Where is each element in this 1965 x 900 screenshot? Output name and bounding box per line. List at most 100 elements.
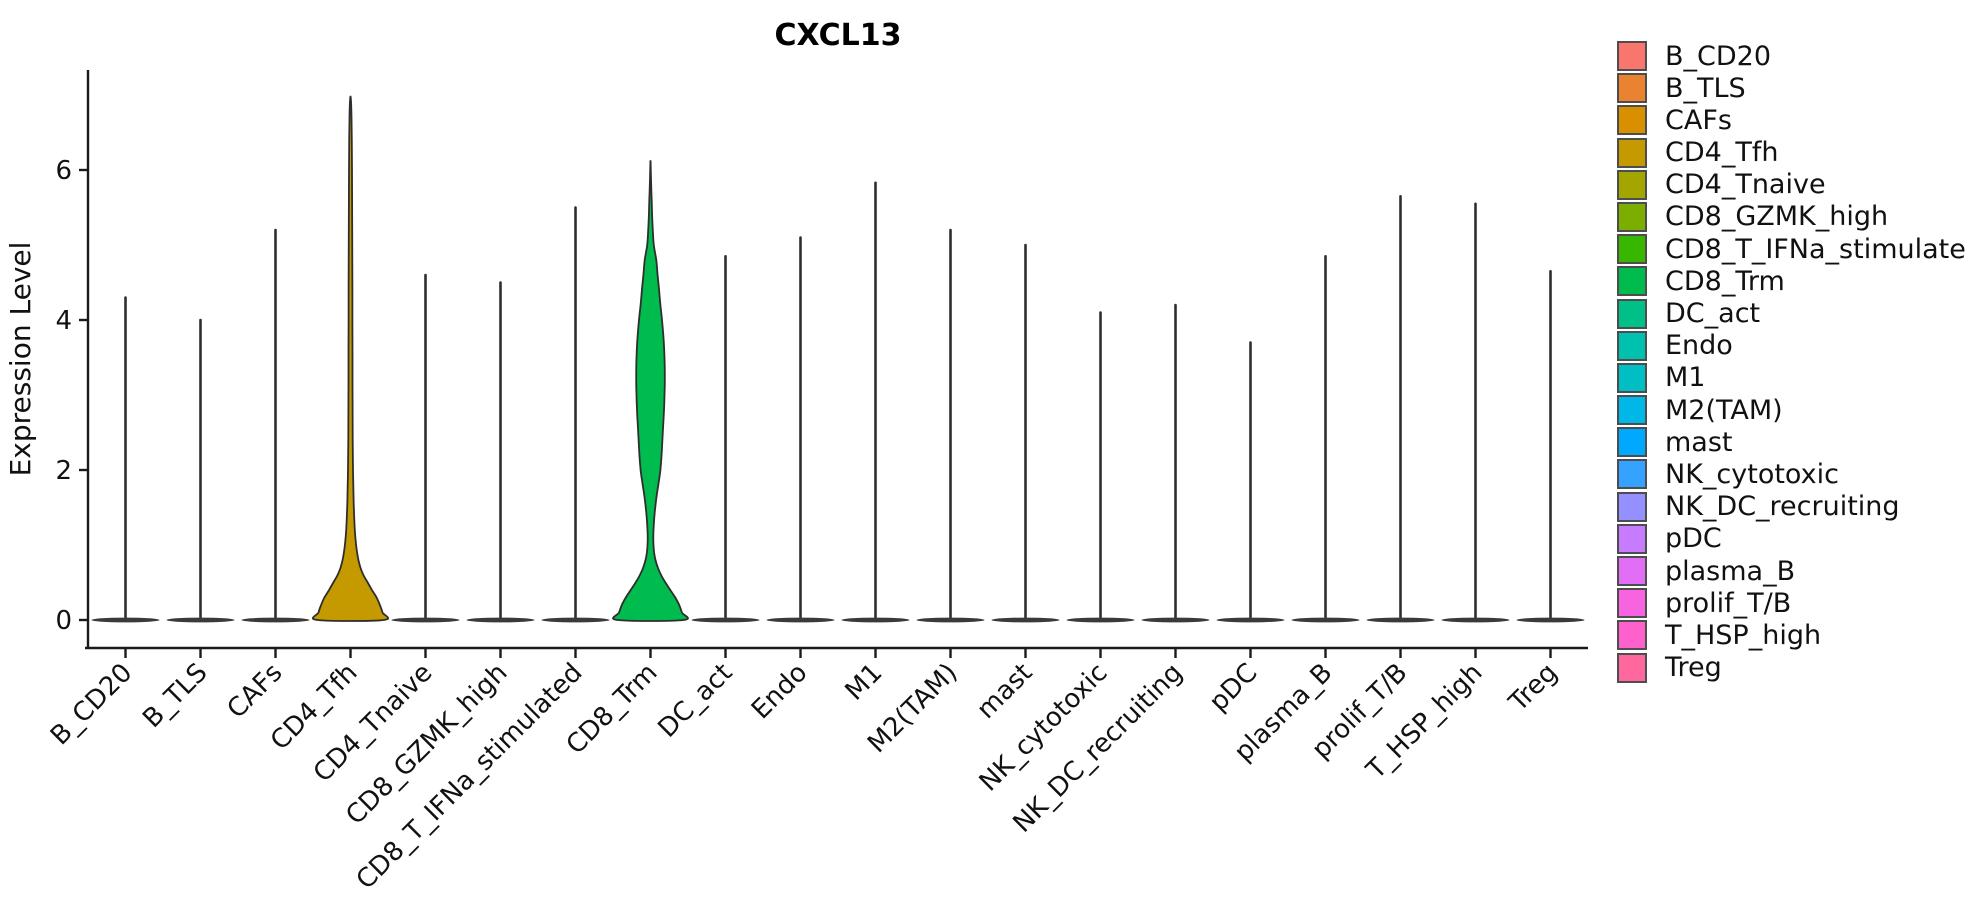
legend-label: CD8_T_IFNa_stimulated	[1665, 233, 1965, 265]
legend-label: M1	[1665, 362, 1706, 394]
y-axis-title: Expression Level	[4, 242, 37, 477]
violin-zero-mass-plasma-b	[1291, 617, 1360, 623]
legend-swatch-icon	[1617, 105, 1647, 136]
legend-swatch-icon	[1617, 266, 1647, 297]
legend-item-endo: Endo	[1617, 330, 1965, 362]
legend-label: M2(TAM)	[1665, 394, 1783, 426]
legend-item-dc-act: DC_act	[1617, 298, 1965, 329]
violin-zero-mass-t-hsp-high	[1441, 617, 1510, 623]
legend-item-cd4-tnaive: CD4_Tnaive	[1617, 169, 1965, 201]
violin-zero-mass-pdc	[1216, 617, 1285, 623]
x-tick-label: DC_act	[652, 658, 738, 744]
y-tick-label: 4	[55, 306, 72, 336]
violin-cd4-tfh	[312, 95, 389, 622]
violin-zero-mass-cd8-t-ifna-stimulated	[541, 617, 610, 623]
violin-zero-mass-cafs	[241, 617, 310, 623]
legend-item-cafs: CAFs	[1617, 104, 1965, 136]
legend-label: CAFs	[1665, 104, 1732, 136]
legend-item-treg: Treg	[1617, 652, 1965, 684]
violin-zero-mass-nk-cytotoxic	[1066, 617, 1135, 623]
x-tick-label: CAFs	[222, 658, 289, 725]
legend-label: mast	[1665, 426, 1733, 458]
legend-swatch-icon	[1617, 459, 1647, 490]
legend-swatch-icon	[1617, 41, 1647, 71]
legend-item-cd4-tfh: CD4_Tfh	[1617, 137, 1965, 169]
legend-label: CD8_Trm	[1665, 265, 1785, 297]
legend-swatch-icon	[1617, 652, 1647, 683]
violin-zero-mass-cd4-tnaive	[391, 617, 460, 623]
legend-item-m2-tam-: M2(TAM)	[1617, 394, 1965, 426]
violin-zero-mass-prolif-t-b	[1366, 617, 1435, 623]
legend-item-m1: M1	[1617, 362, 1965, 394]
violin-zero-mass-m2-tam-	[916, 617, 985, 623]
legend-swatch-icon	[1617, 137, 1647, 168]
violin-zero-mass-nk-dc-recruiting	[1141, 617, 1210, 623]
legend-swatch-icon	[1617, 73, 1647, 104]
legend-label: CD4_Tnaive	[1665, 169, 1826, 201]
x-tick-label: NK_cytotoxic	[974, 658, 1114, 798]
violin-zero-mass-b-cd20	[91, 617, 160, 623]
violin-zero-mass-endo	[766, 617, 835, 623]
legend-swatch-icon	[1617, 491, 1647, 522]
legend-swatch-icon	[1617, 427, 1647, 458]
y-tick-label: 2	[55, 456, 72, 486]
violin-zero-mass-treg	[1516, 617, 1585, 623]
legend-label: Endo	[1665, 330, 1733, 362]
x-tick-label: Treg	[1503, 658, 1564, 719]
legend-swatch-icon	[1617, 556, 1647, 586]
legend-label: T_HSP_high	[1665, 619, 1822, 651]
x-tick-label: pDC	[1204, 658, 1264, 718]
legend-item-nk-cytotoxic: NK_cytotoxic	[1617, 458, 1965, 490]
legend-swatch-icon	[1617, 234, 1647, 265]
violin-zero-mass-mast	[991, 617, 1060, 623]
legend-label: B_TLS	[1665, 72, 1746, 104]
legend-label: CD8_GZMK_high	[1665, 201, 1889, 233]
legend-label: B_CD20	[1665, 40, 1772, 72]
legend-item-b-cd20: B_CD20	[1617, 41, 1965, 71]
x-tick-label: mast	[971, 658, 1038, 725]
legend-label: Treg	[1665, 652, 1722, 684]
legend-item-prolif-t-b: prolif_T/B	[1617, 587, 1965, 619]
legend-item-t-hsp-high: T_HSP_high	[1617, 619, 1965, 651]
legend-label: NK_DC_recruiting	[1665, 491, 1900, 523]
legend: B_CD20 B_TLS CAFs CD4_Tfh CD4_Tnaive CD8_GZMK…	[1617, 41, 1965, 683]
violin-zero-mass-dc-act	[691, 617, 760, 623]
legend-item-pdc: pDC	[1617, 523, 1965, 555]
legend-item-cd8-trm: CD8_Trm	[1617, 265, 1965, 297]
x-tick-label: B_TLS	[137, 658, 213, 734]
legend-swatch-icon	[1617, 362, 1647, 393]
violin-zero-mass-cd8-gzmk-high	[466, 617, 535, 623]
legend-item-plasma-b: plasma_B	[1617, 556, 1965, 586]
legend-swatch-icon	[1617, 169, 1647, 200]
legend-swatch-icon	[1617, 298, 1647, 329]
legend-label: plasma_B	[1665, 555, 1796, 587]
legend-swatch-icon	[1617, 588, 1647, 619]
legend-item-nk-dc-recruiting: NK_DC_recruiting	[1617, 491, 1965, 523]
legend-label: prolif_T/B	[1665, 587, 1792, 619]
legend-swatch-icon	[1617, 395, 1647, 426]
violin-zero-mass-m1	[841, 617, 910, 623]
legend-label: CD4_Tfh	[1665, 137, 1779, 169]
legend-item-b-tls: B_TLS	[1617, 72, 1965, 104]
legend-label: DC_act	[1665, 298, 1761, 329]
x-tick-label: B_CD20	[45, 658, 138, 751]
legend-swatch-icon	[1617, 523, 1647, 554]
legend-item-cd8-t-ifna-stimulated: CD8_T_IFNa_stimulated	[1617, 233, 1965, 265]
legend-label: NK_cytotoxic	[1665, 458, 1839, 490]
legend-item-mast: mast	[1617, 426, 1965, 458]
legend-swatch-icon	[1617, 201, 1647, 232]
x-tick-label: M1	[840, 658, 889, 707]
legend-item-cd8-gzmk-high: CD8_GZMK_high	[1617, 201, 1965, 233]
violin-zero-mass-b-tls	[166, 617, 235, 623]
chart-title: CXCL13	[775, 18, 902, 53]
violin-cd8-trm	[612, 160, 689, 622]
legend-label: pDC	[1665, 523, 1722, 555]
y-tick-label: 6	[55, 156, 72, 186]
y-tick-label: 0	[55, 606, 72, 636]
legend-swatch-icon	[1617, 620, 1647, 651]
x-tick-label: Endo	[746, 658, 813, 725]
legend-swatch-icon	[1617, 330, 1647, 361]
